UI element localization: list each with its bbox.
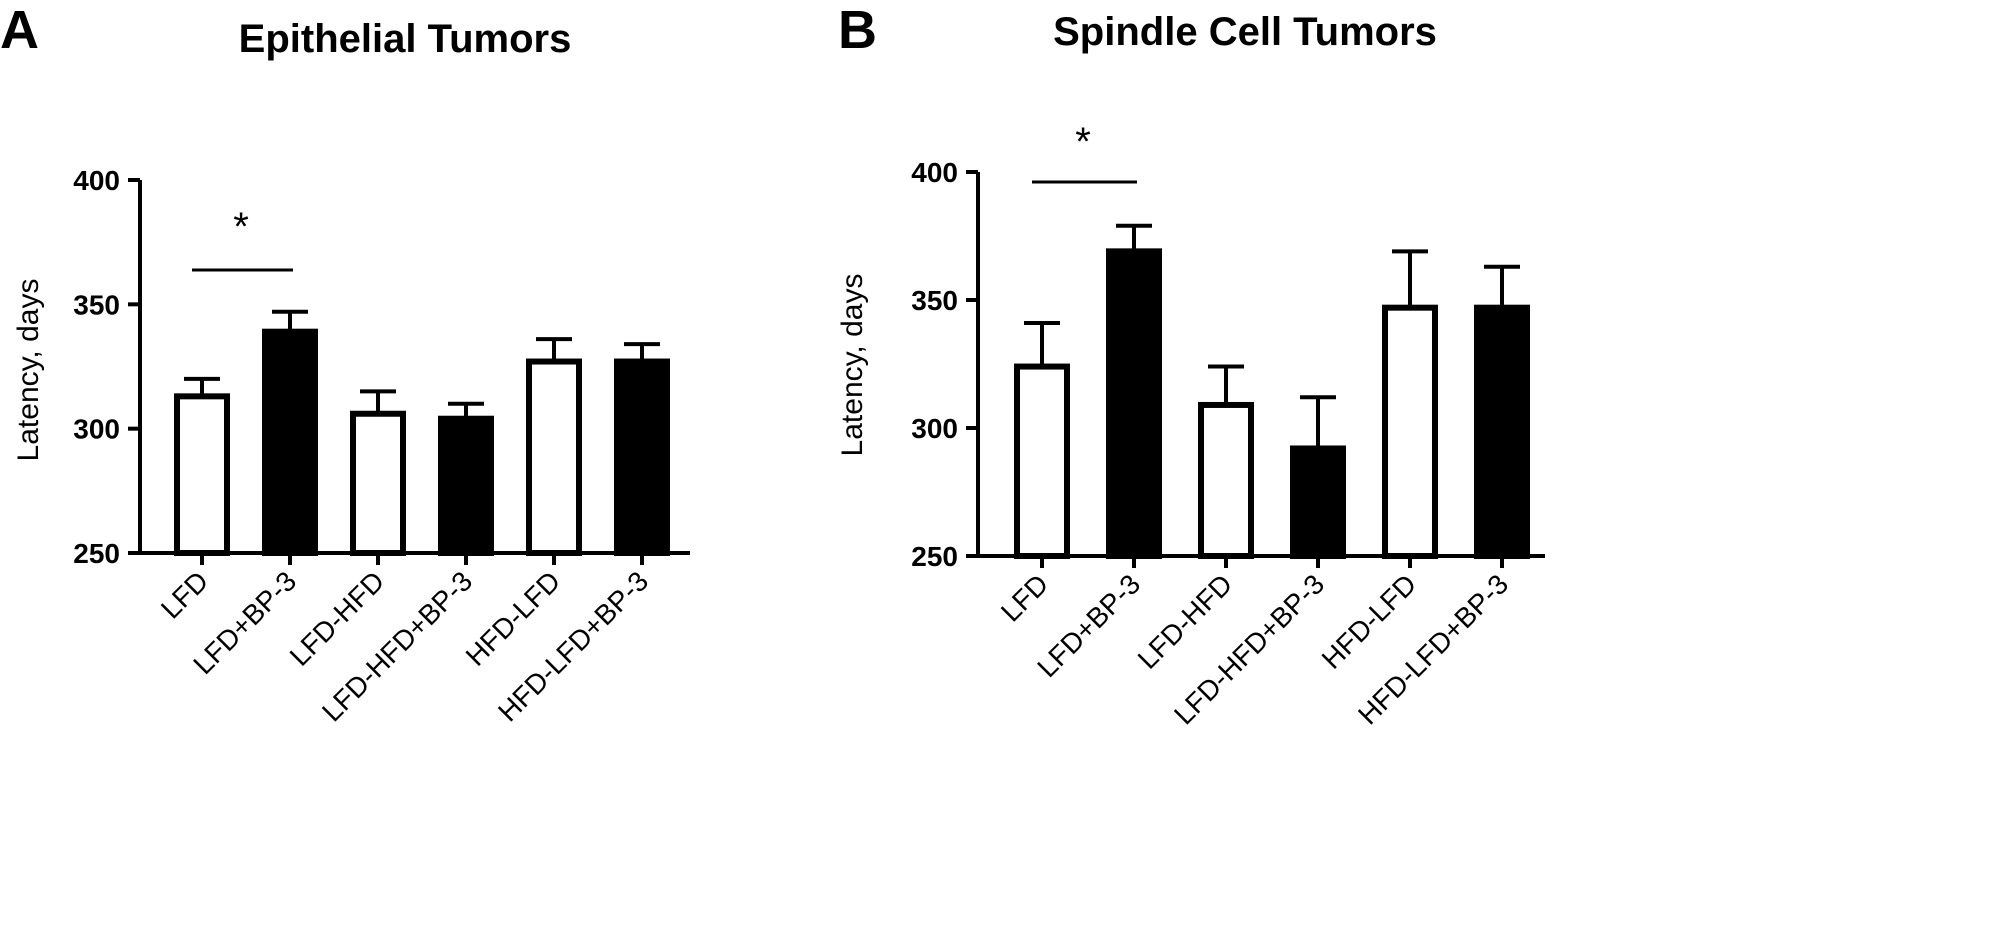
y-axis-label: Latency, days (836, 274, 869, 457)
x-tick-label: LFD-HFD+BP-3 (316, 565, 478, 727)
x-tick-label: LFD (995, 568, 1054, 627)
x-tick-label: HFD-LFD+BP-3 (492, 565, 654, 727)
y-tick-label: 300 (911, 413, 958, 444)
bar-lfd-hfd (350, 410, 406, 556)
panel-label: A (0, 0, 39, 60)
x-tick-label: LFD (155, 565, 214, 624)
y-axis-label: Latency, days (12, 279, 45, 462)
bar-hfd-lfd (526, 358, 582, 556)
bar-hfd-lfd-plus-bp-3 (614, 358, 670, 556)
panel-a: A Epithelial Tumors Latency, days 250 300 350… (0, 0, 690, 728)
bar-hfd-lfd-plus-bp-3 (1474, 304, 1530, 559)
significance-asterisk: * (1075, 120, 1091, 164)
bar-lfd-plus-bp-3 (1106, 248, 1162, 560)
bar-lfd-plus-bp-3 (262, 328, 318, 557)
significance-asterisk: * (233, 205, 249, 249)
y-tick-label: 400 (911, 157, 958, 188)
y-tick-label: 250 (73, 538, 120, 569)
bar-lfd-hfd-plus-bp-3 (438, 415, 494, 556)
y-tick-label: 350 (73, 289, 120, 320)
y-tick-label: 250 (911, 541, 958, 572)
bar-lfd-hfd-plus-bp-3 (1290, 445, 1346, 560)
y-tick-label: 300 (73, 414, 120, 445)
y-tick-label: 350 (911, 285, 958, 316)
chart-title: Epithelial Tumors (239, 17, 572, 61)
bar-hfd-lfd (1382, 304, 1438, 559)
bar-lfd (174, 393, 230, 556)
panel-b: B Spindle Cell Tumors Latency, days 250 300 3… (836, 0, 1545, 731)
chart-title: Spindle Cell Tumors (1053, 10, 1437, 54)
bar-lfd (1014, 363, 1070, 559)
panel-label: B (838, 0, 877, 60)
y-tick-label: 400 (73, 165, 120, 196)
bar-lfd-hfd (1198, 401, 1254, 559)
